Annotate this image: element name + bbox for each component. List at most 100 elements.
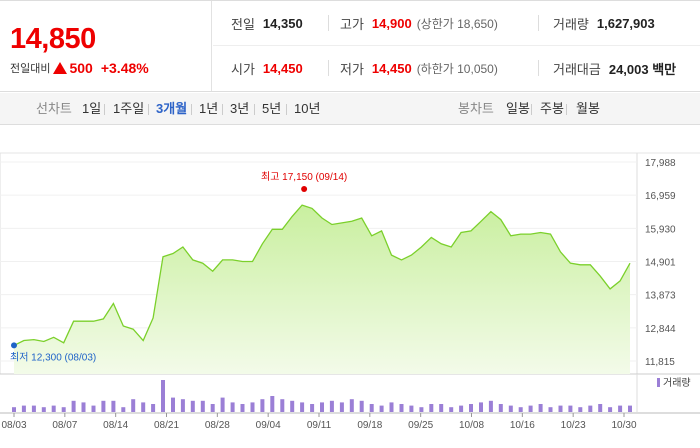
volume: 거래량 1,627,903: [553, 1, 655, 46]
volume-bar: [399, 404, 404, 412]
y-tick-label: 11,815: [645, 357, 675, 368]
volume-bar: [538, 404, 543, 412]
volume-bar: [379, 405, 384, 412]
volume-bar: [190, 400, 195, 412]
stock-stats: 전일 14,350 고가 14,900 (상한가 18,650) 거래량 1,6…: [213, 1, 700, 91]
tab-candle-weekly[interactable]: 주봉: [540, 101, 564, 116]
volume-bar: [101, 400, 106, 412]
volume-bar: [121, 407, 126, 412]
volume-bar: [310, 404, 315, 412]
volume-bar: [61, 407, 66, 412]
volume-bar: [51, 405, 56, 412]
volume-bar: [210, 404, 215, 412]
tab-period-1w[interactable]: 1주일: [113, 101, 145, 116]
tab-candle-daily[interactable]: 일봉: [506, 101, 530, 116]
divider: [148, 104, 149, 115]
amount-value: 24,003 백만: [608, 62, 677, 77]
volume-bar: [389, 402, 394, 412]
x-tick-label: 09/04: [256, 420, 281, 431]
tab-period-10y[interactable]: 10년: [294, 101, 321, 116]
low-value: 14,450: [371, 61, 412, 76]
upper-limit: (상한가 18,650): [416, 17, 498, 31]
volume-bar: [588, 405, 593, 412]
volume-bar: [260, 399, 265, 412]
volume-bar: [41, 407, 46, 412]
y-tick-label: 14,901: [645, 258, 676, 269]
open-value: 14,450: [262, 61, 303, 76]
y-tick-label: 12,844: [645, 324, 676, 335]
price-line: [13, 204, 631, 346]
volume-legend-label: 거래량: [663, 377, 691, 389]
price-change: 전일대비 500 +3.48%: [10, 60, 149, 76]
low-label: 저가: [340, 62, 364, 77]
x-tick-label: 10/23: [561, 420, 586, 431]
price-chart: 최고 17,150 (09/14) 최저 12,300 (08/03) 17,98…: [0, 126, 700, 448]
open-label: 시가: [231, 62, 255, 77]
change-value: 500: [69, 60, 93, 76]
divider: [286, 104, 287, 115]
volume-bar: [628, 405, 632, 412]
volume-legend-swatch: [657, 378, 660, 387]
divider: [566, 104, 567, 115]
x-tick-label: 08/21: [154, 420, 179, 431]
divider: [104, 104, 105, 115]
volume-bar: [359, 400, 364, 412]
volume-bar: [488, 400, 493, 412]
price-area: [14, 205, 630, 374]
current-price: 14,850: [10, 23, 96, 55]
stock-header: 14,850 전일대비 500 +3.48% 전일 14,350 고가 14,9…: [0, 0, 700, 92]
high-price: 고가 14,900 (상한가 18,650): [340, 1, 498, 46]
change-label: 전일대비: [10, 63, 51, 75]
tab-period-1d[interactable]: 1일: [82, 101, 102, 116]
volume-label: 거래량: [553, 17, 589, 32]
volume-bar: [339, 402, 344, 412]
candle-chart-label[interactable]: 봉차트: [458, 101, 494, 116]
volume-bar: [459, 405, 464, 412]
divider: [328, 15, 329, 31]
volume-bar: [618, 405, 623, 412]
tab-period-3m[interactable]: 3개월: [156, 101, 188, 116]
volume-bar: [498, 404, 503, 412]
volume-bar: [171, 397, 175, 412]
volume-bar: [131, 399, 136, 412]
volume-bar: [558, 405, 563, 412]
volume-bar: [409, 405, 414, 412]
x-tick-label: 09/11: [307, 420, 332, 431]
stats-row-2: 시가 14,450 저가 14,450 (하한가 10,050) 거래대금 24…: [213, 46, 700, 91]
volume-bar: [290, 400, 295, 412]
x-tick-label: 10/16: [510, 420, 535, 431]
volume-value: 1,627,903: [596, 16, 655, 31]
tab-candle-monthly[interactable]: 월봉: [576, 101, 600, 116]
max-marker: [301, 186, 308, 193]
high-label: 고가: [340, 17, 364, 32]
tab-period-5y[interactable]: 5년: [262, 101, 282, 116]
volume-bar: [479, 402, 483, 412]
x-tick-label: 08/07: [52, 420, 77, 431]
min-label: 최저 12,300 (08/03): [10, 351, 96, 363]
volume-bar: [429, 404, 434, 412]
x-tick-label: 08/03: [1, 420, 26, 431]
volume-bar: [141, 402, 146, 412]
volume-bar: [548, 407, 553, 412]
tab-period-3y[interactable]: 3년: [230, 101, 250, 116]
volume-bar: [528, 405, 533, 412]
stats-row-1: 전일 14,350 고가 14,900 (상한가 18,650) 거래량 1,6…: [213, 1, 700, 46]
high-value: 14,900: [371, 16, 412, 31]
x-tick-label: 08/14: [103, 420, 128, 431]
x-tick-label: 09/18: [357, 420, 382, 431]
amount-label: 거래대금: [553, 62, 601, 77]
y-tick-label: 17,988: [645, 158, 676, 169]
volume-bar: [329, 400, 334, 412]
volume-bar: [518, 407, 523, 412]
volume-bar: [21, 405, 26, 412]
min-marker: [11, 342, 17, 349]
tab-period-1y[interactable]: 1년: [199, 101, 219, 116]
price-summary: 14,850 전일대비 500 +3.48%: [0, 1, 212, 91]
volume-bar: [508, 405, 513, 412]
volume-bar: [300, 402, 305, 412]
line-chart-label[interactable]: 선차트: [36, 101, 72, 116]
volume-bar: [449, 407, 454, 412]
volume-bar: [240, 404, 245, 412]
divider: [538, 60, 539, 76]
prev-close: 전일 14,350: [231, 1, 303, 46]
